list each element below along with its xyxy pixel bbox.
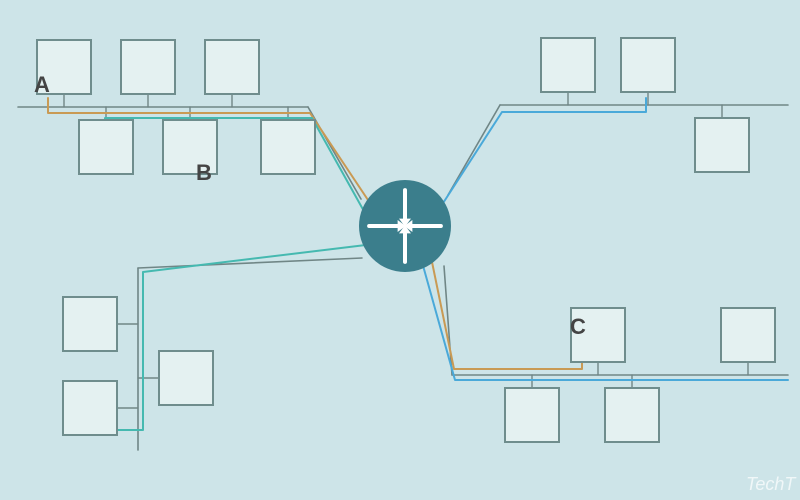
- bottom-right-top-1: [720, 307, 776, 363]
- top-right-top-1: [620, 37, 676, 93]
- top-left-top-2: [204, 39, 260, 95]
- top-right-bottom-0: [694, 117, 750, 173]
- top-left-bottom-0: [78, 119, 134, 175]
- diagram-stage: A B C TechT: [0, 0, 800, 500]
- top-right-top-0: [540, 37, 596, 93]
- label-C: C: [570, 314, 586, 340]
- watermark: TechT: [746, 474, 795, 495]
- bottom-left-left-0: [62, 296, 118, 352]
- bottom-left-left-1: [62, 380, 118, 436]
- label-B: B: [196, 160, 212, 186]
- top-left-bottom-2: [260, 119, 316, 175]
- top-left-top-1: [120, 39, 176, 95]
- bottom-left-right-0: [158, 350, 214, 406]
- bottom-right-bottom-1: [604, 387, 660, 443]
- bottom-right-bottom-0: [504, 387, 560, 443]
- label-A: A: [34, 72, 50, 98]
